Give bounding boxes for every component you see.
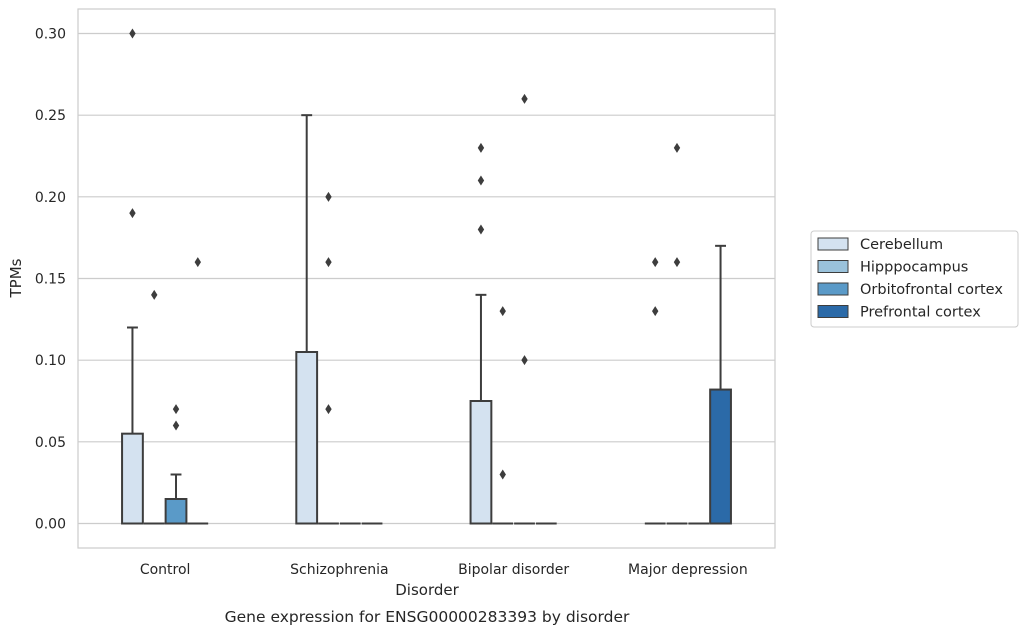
outlier-point [477, 224, 485, 235]
outlier-point [172, 404, 180, 415]
x-axis-label: Disorder [395, 581, 459, 599]
legend-swatch [817, 305, 849, 318]
outlier-point [477, 175, 485, 186]
box [469, 400, 493, 525]
x-tick-label: Control [140, 562, 191, 578]
legend-frame [810, 230, 1019, 328]
outlier-point [499, 306, 506, 317]
plot-area-frame [77, 8, 776, 549]
outlier-point [325, 404, 332, 415]
y-tick-label: 0.25 [35, 108, 66, 124]
box [709, 388, 732, 525]
legend: Cerebellum Hipppocampus Orbitofrontal cort… [810, 230, 1019, 328]
chart-caption: Gene expression for ENSG00000283393 by d… [225, 608, 630, 626]
legend-label: Prefrontal cortex [860, 305, 981, 321]
legend-entries: Cerebellum Hipppocampus Orbitofrontal cort… [817, 237, 1003, 321]
outlier-point [673, 257, 681, 268]
box [295, 351, 319, 525]
y-tick-label: 0.15 [35, 272, 66, 288]
y-tick-label: 0.10 [35, 353, 66, 369]
y-tick-label: 0.20 [35, 190, 66, 206]
y-axis-label: TPMs [7, 258, 25, 298]
outlier-point [129, 28, 136, 39]
outlier-point [652, 257, 659, 268]
series-prefrontal-cortex [187, 244, 732, 525]
legend-label: Hipppocampus [860, 260, 968, 276]
y-tick-label: 0.00 [35, 517, 66, 533]
outlier-point [521, 93, 528, 104]
legend-swatch [817, 260, 849, 273]
outlier-point [151, 289, 158, 300]
outlier-point [652, 306, 659, 317]
x-tick-label: Major depression [628, 562, 748, 578]
legend-swatch [817, 237, 849, 251]
x-axis-ticks: Control Schizophrenia Bipolar disorder Majo… [140, 562, 748, 578]
outlier-point [325, 191, 332, 202]
box [164, 498, 188, 525]
y-tick-label: 0.30 [35, 27, 66, 43]
legend-swatch [817, 282, 849, 296]
series-cerebellum [121, 28, 666, 525]
box-series [121, 28, 732, 525]
x-tick-label: Bipolar disorder [458, 562, 569, 578]
outlier-point [521, 355, 528, 366]
legend-label: Cerebellum [860, 237, 943, 253]
legend-label: Orbitofrontal cortex [860, 282, 1003, 298]
outlier-point [325, 257, 332, 268]
outlier-point [129, 208, 136, 219]
box [121, 432, 144, 525]
series-hipppocampus [143, 142, 688, 525]
outlier-point [172, 420, 180, 431]
y-tick-label: 0.05 [35, 435, 66, 451]
outlier-point [477, 142, 485, 153]
outlier-point [673, 142, 681, 153]
grid-lines [78, 32, 775, 525]
outlier-point [499, 469, 506, 480]
outlier-point [194, 257, 201, 268]
x-tick-label: Schizophrenia [290, 562, 388, 578]
series-orbitofrontal-cortex [164, 93, 710, 525]
y-axis-ticks: 0.00 0.05 0.10 0.15 0.20 0.25 0.30 [35, 27, 66, 533]
